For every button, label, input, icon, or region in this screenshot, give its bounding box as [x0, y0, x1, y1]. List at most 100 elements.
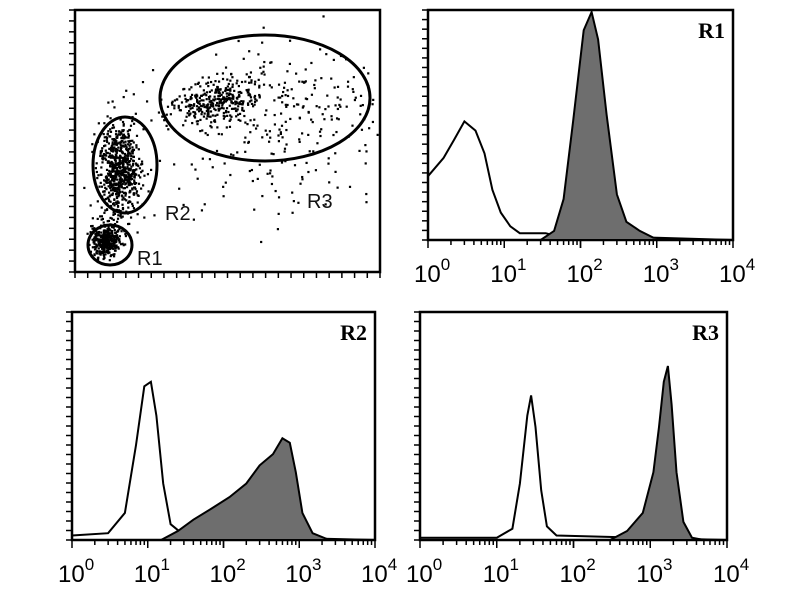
event-dot — [102, 235, 105, 238]
event-dot — [305, 97, 309, 101]
event-dot — [285, 128, 288, 132]
event-dot — [199, 104, 203, 107]
event-dot — [100, 250, 103, 253]
gate-label-r2: R2 — [165, 203, 191, 225]
event-dot — [122, 165, 125, 168]
event-dot — [114, 172, 117, 176]
event-dot — [111, 141, 114, 144]
event-dot — [219, 99, 222, 102]
event-dot — [102, 179, 106, 182]
event-dot — [101, 251, 105, 255]
event-dot — [276, 228, 280, 231]
event-dot — [121, 152, 125, 155]
event-dot — [108, 199, 111, 203]
event-dot — [205, 94, 208, 97]
event-dot — [124, 243, 127, 246]
event-dot — [277, 196, 281, 199]
event-dot — [224, 66, 228, 69]
event-dot — [117, 201, 120, 204]
tick-exponent: 0 — [441, 255, 450, 274]
event-dot — [136, 201, 139, 204]
event-dot — [115, 167, 119, 170]
event-dot — [327, 157, 330, 160]
event-dot — [270, 61, 273, 64]
event-dot — [204, 132, 207, 135]
event-dot — [93, 227, 96, 230]
event-dot — [285, 143, 288, 146]
event-dot — [97, 234, 100, 237]
event-dot — [95, 246, 98, 249]
event-dot — [100, 185, 104, 188]
event-dot — [254, 80, 257, 83]
event-dot — [196, 177, 199, 180]
event-dot — [361, 103, 364, 107]
event-dot — [312, 150, 315, 153]
x-tick-label: 101 — [134, 555, 170, 588]
event-dot — [226, 85, 229, 88]
event-dot — [108, 227, 111, 231]
event-dot — [208, 90, 212, 93]
event-dot — [116, 204, 120, 208]
event-dot — [135, 168, 138, 171]
x-tick-label: 103 — [285, 555, 321, 588]
event-dot — [209, 100, 212, 103]
event-dot — [115, 193, 118, 196]
event-dot — [120, 186, 123, 189]
event-dot — [368, 127, 371, 130]
event-dot — [228, 125, 232, 128]
event-dot — [108, 180, 112, 183]
event-dot — [98, 250, 101, 253]
event-dot — [210, 103, 213, 106]
event-dot — [125, 178, 128, 181]
event-dot — [133, 176, 136, 179]
event-dot — [107, 198, 111, 201]
event-dot — [257, 78, 260, 81]
filled-histogram — [160, 436, 330, 541]
event-dot — [248, 75, 251, 79]
event-dot — [117, 191, 120, 195]
event-dot — [295, 103, 299, 106]
event-dot — [105, 154, 108, 157]
event-dot — [256, 124, 259, 127]
event-dot — [97, 230, 101, 234]
event-dot — [113, 253, 116, 256]
event-dot — [118, 175, 121, 178]
tick-exponent: 2 — [586, 555, 595, 574]
event-dot — [265, 109, 268, 112]
event-dot — [112, 163, 115, 167]
event-dot — [338, 103, 341, 107]
event-dot — [262, 70, 265, 73]
event-dot — [96, 176, 99, 180]
event-dot — [359, 113, 362, 116]
event-dot — [118, 172, 121, 175]
event-dot — [115, 133, 118, 136]
event-dot — [135, 164, 138, 167]
event-dot — [214, 89, 217, 92]
event-dot — [315, 105, 318, 108]
event-dot — [220, 106, 224, 109]
event-dot — [253, 103, 256, 106]
event-dot — [132, 93, 135, 96]
event-dot — [113, 242, 116, 245]
event-dot — [201, 76, 204, 79]
event-dot — [128, 144, 131, 147]
event-dot — [107, 172, 110, 176]
event-dot — [125, 146, 128, 149]
event-dot — [130, 157, 133, 160]
event-dot — [336, 107, 339, 111]
event-dot — [269, 169, 272, 172]
event-dot — [258, 93, 261, 97]
event-dot — [277, 83, 281, 86]
event-dot — [112, 126, 116, 129]
event-dot — [141, 80, 145, 84]
event-dot — [196, 101, 200, 104]
event-dot — [290, 88, 293, 91]
event-dot — [215, 149, 219, 153]
event-dot — [113, 137, 116, 141]
event-dot — [123, 180, 126, 183]
event-dot — [127, 136, 130, 139]
event-dot — [113, 106, 116, 109]
event-dot — [334, 104, 337, 107]
event-dot — [227, 97, 231, 100]
event-dot — [236, 79, 239, 82]
